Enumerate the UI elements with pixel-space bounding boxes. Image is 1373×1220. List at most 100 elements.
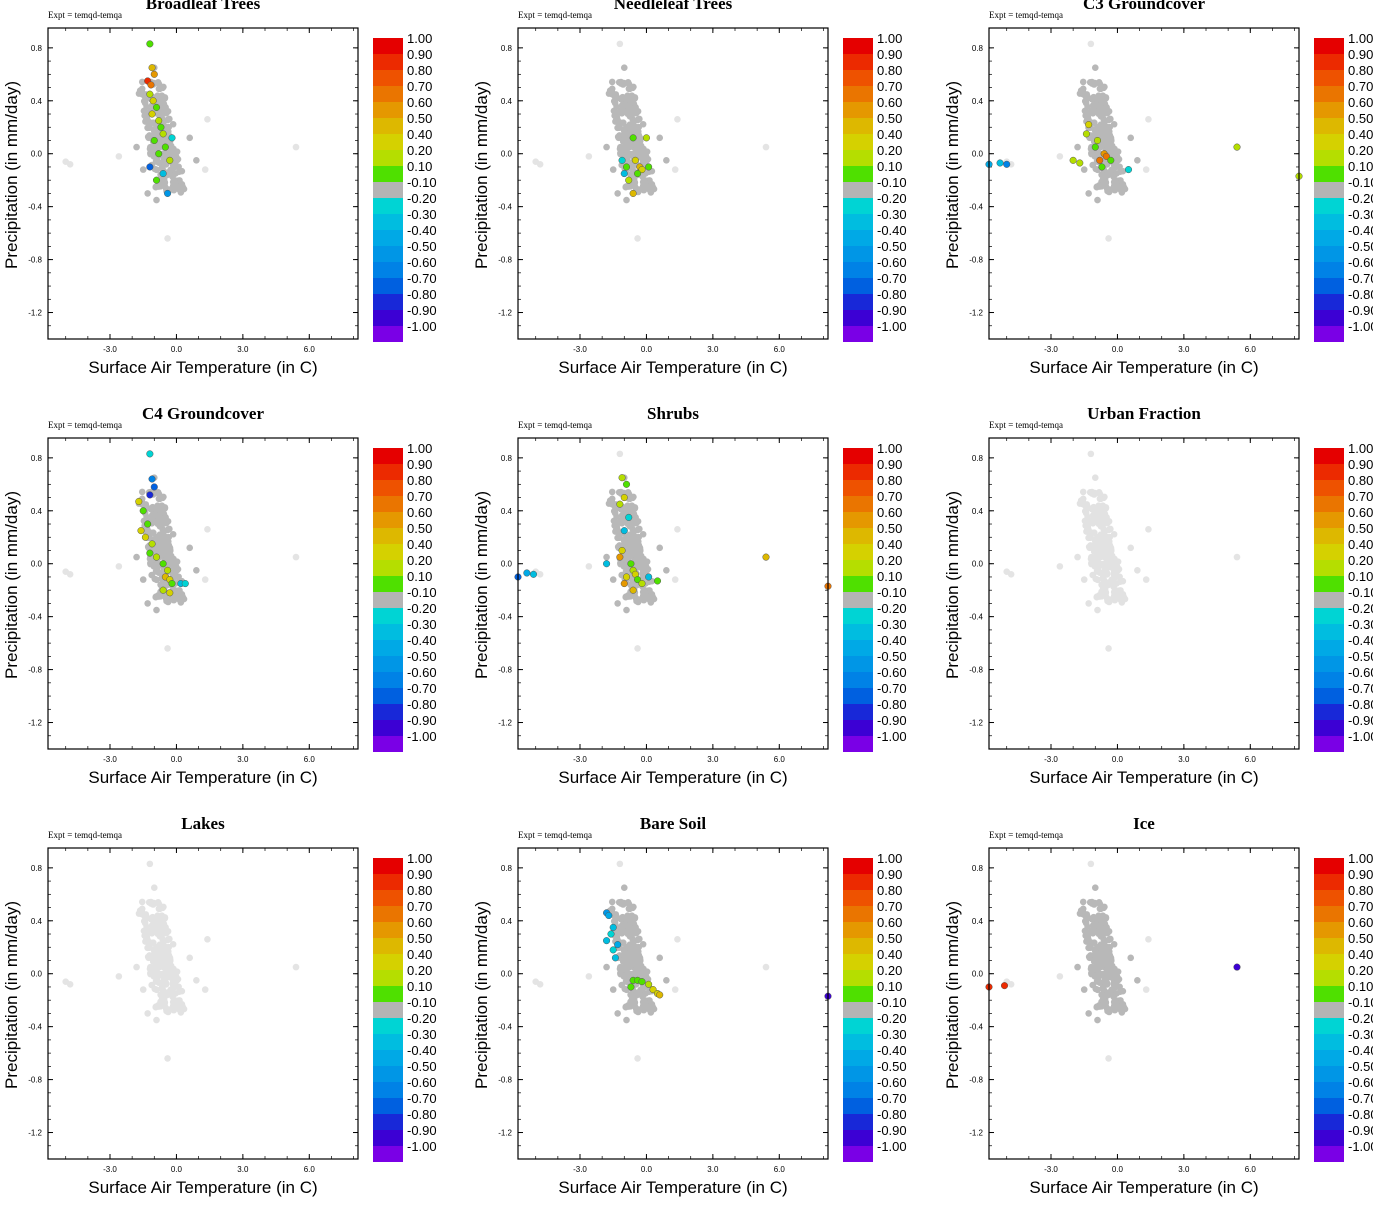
background-point <box>1099 985 1107 992</box>
background-point <box>153 196 160 204</box>
colorbar-swatch <box>843 1082 873 1098</box>
background-point <box>144 953 152 961</box>
background-point <box>1142 166 1150 173</box>
colorbar-swatch <box>1314 182 1344 198</box>
background-point <box>1091 94 1099 102</box>
y-tick-label: 0.8 <box>501 44 513 53</box>
background-point <box>154 109 161 117</box>
y-tick-label: -0.4 <box>28 1023 42 1032</box>
data-point <box>618 546 626 555</box>
colorbar-swatch <box>1314 922 1344 938</box>
background-point <box>146 860 154 868</box>
background-point <box>147 150 154 158</box>
colorbar-swatch <box>1314 1146 1344 1162</box>
colorbar-swatch <box>843 890 873 906</box>
x-tick-label: 0.0 <box>171 755 183 764</box>
colorbar-swatch <box>373 512 403 528</box>
background-point <box>634 1055 641 1062</box>
colorbar-label: -1.00 <box>407 729 437 744</box>
colorbar-swatch <box>373 1002 403 1018</box>
background-point <box>656 544 664 552</box>
colorbar-swatch <box>1314 102 1344 118</box>
y-tick-label: 0.8 <box>972 44 984 53</box>
background-point <box>616 860 624 868</box>
x-tick-label: 6.0 <box>774 345 786 354</box>
background-point <box>1111 161 1119 169</box>
colorbar-swatch <box>1314 938 1344 954</box>
background-point <box>1079 498 1087 506</box>
background-point <box>1107 954 1115 962</box>
colorbar-label: 1.00 <box>1348 441 1373 456</box>
data-point <box>1082 130 1090 138</box>
background-point <box>1145 526 1152 533</box>
colorbar-label: 0.50 <box>1348 931 1373 946</box>
colorbar-swatch <box>843 954 873 970</box>
colorbar-label: 0.90 <box>1348 457 1373 472</box>
colorbar-swatch <box>1314 672 1344 688</box>
colorbar-swatch <box>1314 464 1344 480</box>
background-point <box>619 136 627 144</box>
background-point <box>1118 594 1126 602</box>
colorbar-label: -0.60 <box>1348 255 1373 270</box>
colorbar-swatch <box>1314 1114 1344 1130</box>
colorbar-swatch <box>843 294 873 310</box>
background-point <box>1095 519 1102 527</box>
background-point <box>1082 932 1089 940</box>
data-point <box>159 586 167 594</box>
background-point <box>1099 92 1107 99</box>
data-point <box>622 480 631 488</box>
data-point <box>625 513 633 521</box>
colorbar-label: -0.80 <box>1348 697 1373 712</box>
data-point <box>135 497 143 506</box>
background-point <box>634 989 641 996</box>
background-point <box>144 1010 151 1017</box>
background-point <box>1110 940 1118 948</box>
colorbar-swatch <box>373 528 403 544</box>
colorbar-label: 0.20 <box>407 963 433 978</box>
colorbar: 1.00 0.90 0.80 0.70 0.60 0.50 0.40 0.20 0.10 -0.1… <box>1314 442 1373 752</box>
colorbar-swatch <box>1314 262 1344 278</box>
data-point <box>605 911 613 920</box>
plot-frame <box>517 437 829 750</box>
background-point <box>634 538 642 545</box>
colorbar-label: 0.40 <box>877 127 903 142</box>
colorbar-swatch <box>373 134 403 150</box>
data-point <box>622 573 631 581</box>
expt-label: Expt = temqd-temqa <box>989 830 1064 840</box>
background-point <box>1079 78 1087 86</box>
colorbar-label: -0.20 <box>1348 191 1373 206</box>
x-tick-label: 3.0 <box>707 345 719 354</box>
background-point <box>1103 969 1110 976</box>
data-point <box>1076 159 1084 167</box>
colorbar-swatch <box>373 86 403 102</box>
x-axis-label: Surface Air Temperature (in C) <box>558 358 788 377</box>
colorbar-swatch <box>373 198 403 214</box>
colorbar-label: -1.00 <box>407 1139 437 1154</box>
colorbar-swatch <box>373 70 403 86</box>
colorbar-swatch <box>843 262 873 278</box>
data-point <box>1093 136 1102 145</box>
y-tick-label: -1.2 <box>498 1129 512 1138</box>
background-point <box>1095 109 1102 117</box>
background-point <box>153 1016 160 1024</box>
background-point <box>133 143 140 151</box>
background-point <box>1105 948 1113 955</box>
colorbar-swatch <box>373 858 403 874</box>
background-point <box>617 900 625 907</box>
background-point <box>170 981 178 989</box>
background-point <box>1127 954 1135 962</box>
background-point <box>1105 989 1112 996</box>
colorbar-label: 0.10 <box>407 159 433 174</box>
colorbar-label: 0.10 <box>407 569 433 584</box>
background-point <box>647 1004 655 1012</box>
colorbar-label: -0.60 <box>877 1075 907 1090</box>
data-point <box>603 937 611 945</box>
colorbar-swatch <box>1314 294 1344 310</box>
background-point <box>636 115 643 123</box>
colorbar-label: -0.20 <box>877 601 907 616</box>
background-point <box>636 525 643 533</box>
background-point <box>663 977 670 984</box>
background-point <box>603 143 610 151</box>
colorbar-label: -1.00 <box>1348 319 1373 334</box>
background-point <box>1112 971 1119 978</box>
